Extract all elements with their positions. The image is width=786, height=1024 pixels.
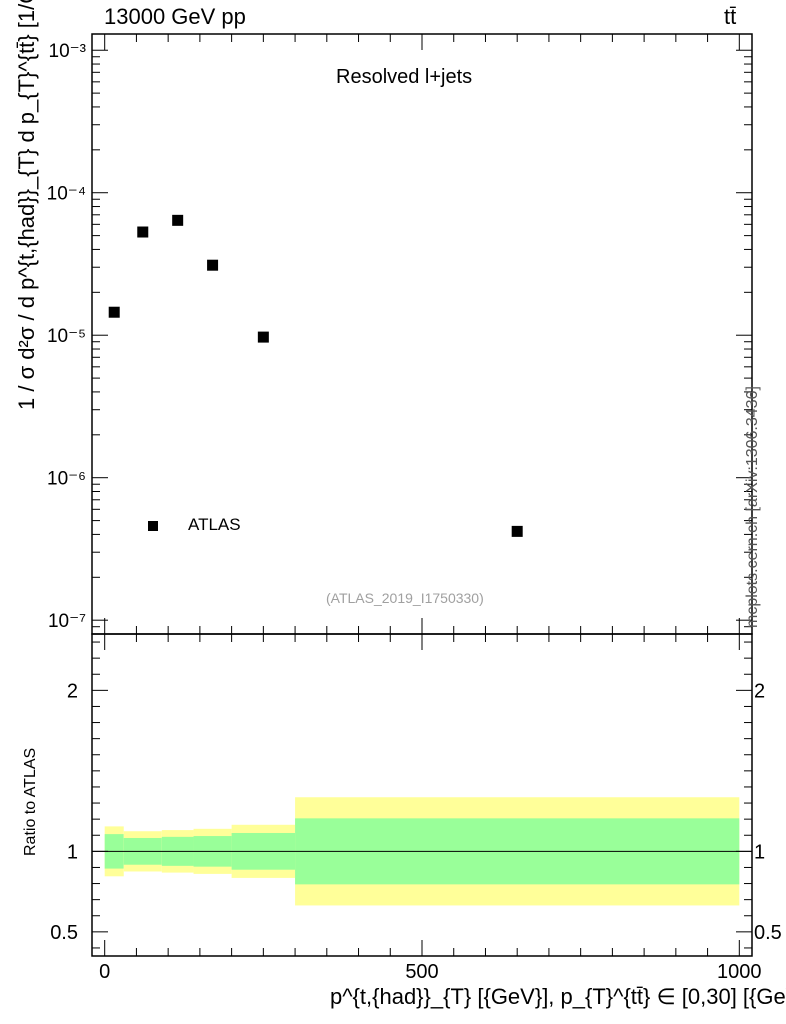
x-tick-label-1: 500 xyxy=(405,961,438,983)
ratio-y-tick-label-right-2: 2 xyxy=(754,680,765,702)
ratio-y-tick-label-right-0: 0.5 xyxy=(754,922,782,944)
ratio-y-tick-label-left-2: 2 xyxy=(67,680,78,702)
data-point-4 xyxy=(257,331,269,343)
process-label: tt̄ xyxy=(724,4,737,29)
main-y-tick-label-1: 10⁻⁶ xyxy=(47,469,86,490)
axis-ticks xyxy=(92,34,752,956)
main-y-tick-label-4: 10⁻³ xyxy=(49,41,87,62)
data-point-3 xyxy=(207,259,219,271)
main-frame xyxy=(91,33,753,635)
x-tick-label-0: 0 xyxy=(99,961,110,983)
analysis-id: (ATLAS_2019_I1750330) xyxy=(326,590,484,606)
main-y-tick-label-3: 10⁻⁴ xyxy=(47,184,86,205)
ratio-y-tick-label-left-1: 1 xyxy=(67,841,78,863)
data-point-5 xyxy=(511,525,523,537)
selection-tag: Resolved l+jets xyxy=(336,66,473,88)
legend-label-atlas: ATLAS xyxy=(188,515,241,534)
main-y-tick-label-2: 10⁻⁵ xyxy=(47,326,86,347)
main-y-tick-label-0: 10⁻⁷ xyxy=(48,611,86,632)
x-axis-label: p^{t,{had}}_{T} [{GeV}], p_{T}^{tt̄} ∈ [… xyxy=(330,984,786,1009)
main-y-axis-label: 1 / σ d²σ / d p^{t,{had}}_{T} d p_{T}^{t… xyxy=(14,0,39,410)
tick-labels: 10⁻⁷ 10⁻⁶ 10⁻⁵ 10⁻⁴ 10⁻³ 0 500 1000 0.5 0.5 1 1 2 2 xyxy=(47,41,782,983)
data-markers xyxy=(108,214,523,537)
data-point-1 xyxy=(137,226,149,238)
ratio-y-tick-label-left-0: 0.5 xyxy=(50,922,78,944)
ratio-y-tick-label-right-1: 1 xyxy=(754,841,765,863)
data-point-0 xyxy=(108,306,120,318)
legend-marker-atlas xyxy=(148,521,158,531)
watermark: mcplots.cern.ch [arXiv:1306.3436] xyxy=(744,386,761,628)
energy-label: 13000 GeV pp xyxy=(104,4,246,29)
x-tick-label-2: 1000 xyxy=(717,961,762,983)
data-point-2 xyxy=(172,214,184,226)
ratio-frame xyxy=(91,633,753,957)
ratio-y-axis-label: Ratio to ATLAS xyxy=(22,747,39,856)
